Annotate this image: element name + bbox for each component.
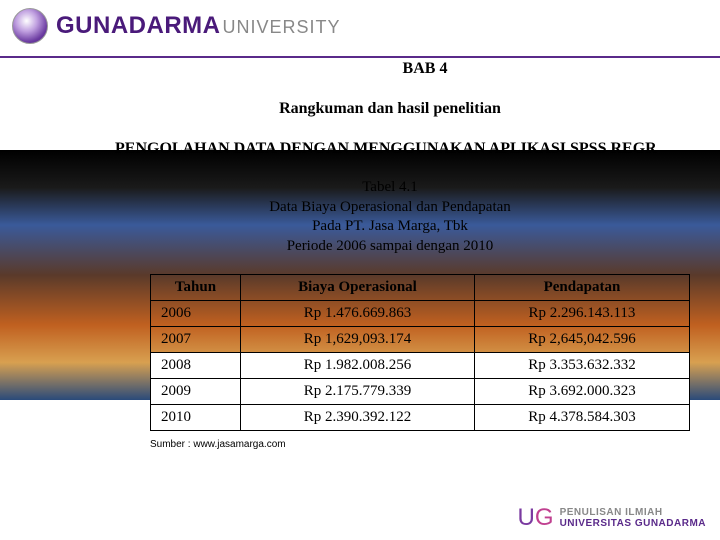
section-heading: PENGOLAHAN DATA DENGAN MENGGUNAKAN APLIK… — [115, 140, 720, 158]
cell-biaya: Rp 1.476.669.863 — [241, 301, 475, 327]
table-row: 2006 Rp 1.476.669.863 Rp 2.296.143.113 — [151, 301, 690, 327]
caption-line: Pada PT. Jasa Marga, Tbk — [60, 217, 720, 237]
table-row: 2008 Rp 1.982.008.256 Rp 3.353.632.332 — [151, 353, 690, 379]
footer-text: PENULISAN ILMIAH UNIVERSITAS GUNADARMA — [560, 507, 706, 529]
cell-biaya: Rp 1,629,093.174 — [241, 327, 475, 353]
table-row: 2007 Rp 1,629,093.174 Rp 2,645,042.596 — [151, 327, 690, 353]
footer-line1: PENULISAN ILMIAH — [560, 507, 706, 518]
caption-line: Periode 2006 sampai dengan 2010 — [60, 237, 720, 257]
university-logo-icon — [12, 8, 48, 44]
footer-logo-icon: UG — [518, 504, 554, 532]
col-header-tahun: Tahun — [151, 275, 241, 301]
source-citation: Sumber : www.jasamarga.com — [150, 439, 720, 450]
cell-pendapatan: Rp 2.296.143.113 — [474, 301, 689, 327]
cell-year: 2006 — [151, 301, 241, 327]
data-table: Tahun Biaya Operasional Pendapatan 2006 … — [150, 274, 690, 431]
slide-content: BAB 4 Rangkuman dan hasil penelitian PEN… — [0, 60, 720, 450]
brand-text: GUNADARMA UNIVERSITY — [56, 12, 341, 40]
cell-year: 2007 — [151, 327, 241, 353]
caption-line: Tabel 4.1 — [60, 178, 720, 198]
col-header-pendapatan: Pendapatan — [474, 275, 689, 301]
cell-pendapatan: Rp 3.692.000.323 — [474, 379, 689, 405]
table-row: 2009 Rp 2.175.779.339 Rp 3.692.000.323 — [151, 379, 690, 405]
cell-pendapatan: Rp 2,645,042.596 — [474, 327, 689, 353]
table-row: 2010 Rp 2.390.392.122 Rp 4.378.584.303 — [151, 405, 690, 431]
brand-sub: UNIVERSITY — [222, 17, 340, 38]
table-caption: Tabel 4.1 Data Biaya Operasional dan Pen… — [60, 178, 720, 256]
footer-logo-g: G — [535, 504, 554, 531]
footer-logo-u: U — [518, 504, 535, 531]
caption-line: Data Biaya Operasional dan Pendapatan — [60, 198, 720, 218]
cell-year: 2008 — [151, 353, 241, 379]
header-bar: GUNADARMA UNIVERSITY — [0, 0, 720, 58]
cell-biaya: Rp 2.390.392.122 — [241, 405, 475, 431]
table-header-row: Tahun Biaya Operasional Pendapatan — [151, 275, 690, 301]
cell-pendapatan: Rp 4.378.584.303 — [474, 405, 689, 431]
footer-line2: UNIVERSITAS GUNADARMA — [560, 518, 706, 529]
cell-biaya: Rp 2.175.779.339 — [241, 379, 475, 405]
brand-main: GUNADARMA — [56, 12, 220, 40]
cell-biaya: Rp 1.982.008.256 — [241, 353, 475, 379]
cell-year: 2010 — [151, 405, 241, 431]
cell-pendapatan: Rp 3.353.632.332 — [474, 353, 689, 379]
footer-branding: UG PENULISAN ILMIAH UNIVERSITAS GUNADARM… — [518, 504, 706, 532]
cell-year: 2009 — [151, 379, 241, 405]
chapter-subtitle: Rangkuman dan hasil penelitian — [60, 100, 720, 118]
col-header-biaya: Biaya Operasional — [241, 275, 475, 301]
chapter-title: BAB 4 — [130, 60, 720, 78]
